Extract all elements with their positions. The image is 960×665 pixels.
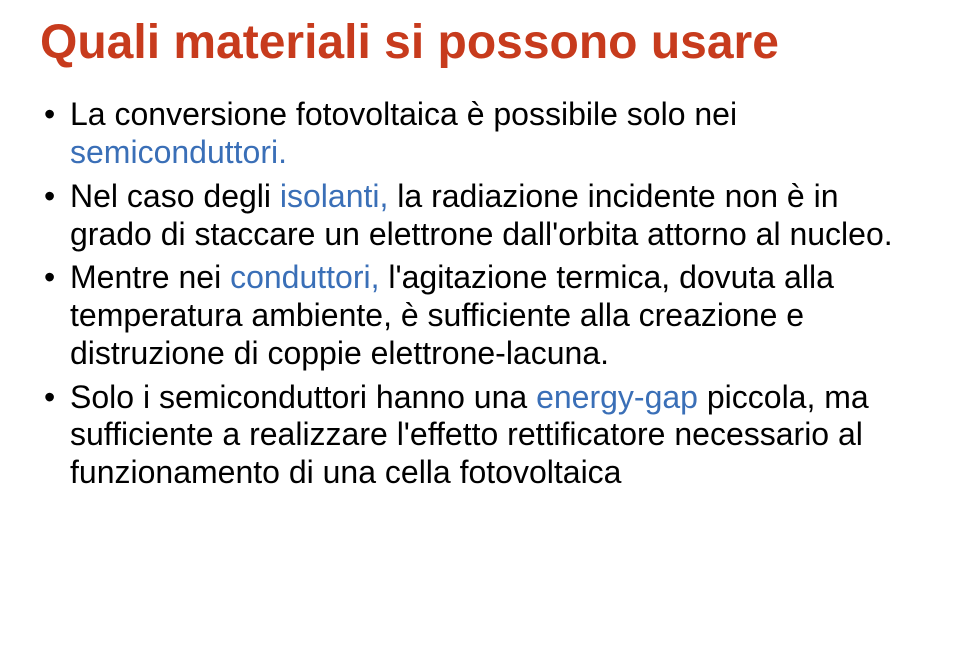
highlight-term: conduttori, (230, 259, 388, 295)
highlight-term: isolanti, (280, 178, 397, 214)
slide: Quali materiali si possono usare La conv… (0, 0, 960, 665)
text-segment: Solo i semiconduttori hanno una (70, 379, 536, 415)
slide-title: Quali materiali si possono usare (40, 18, 920, 68)
bullet-list: La conversione fotovoltaica è possibile … (40, 96, 920, 492)
text-segment: Mentre nei (70, 259, 230, 295)
bullet-item: Mentre nei conduttori, l'agitazione term… (40, 259, 920, 372)
bullet-item: Solo i semiconduttori hanno una energy-g… (40, 379, 920, 492)
text-segment: La conversione fotovoltaica è possibile … (70, 96, 737, 132)
bullet-item: La conversione fotovoltaica è possibile … (40, 96, 920, 172)
highlight-term: energy-gap (536, 379, 707, 415)
text-segment: Nel caso degli (70, 178, 280, 214)
highlight-term: semiconduttori. (70, 134, 287, 170)
bullet-item: Nel caso degli isolanti, la radiazione i… (40, 178, 920, 254)
